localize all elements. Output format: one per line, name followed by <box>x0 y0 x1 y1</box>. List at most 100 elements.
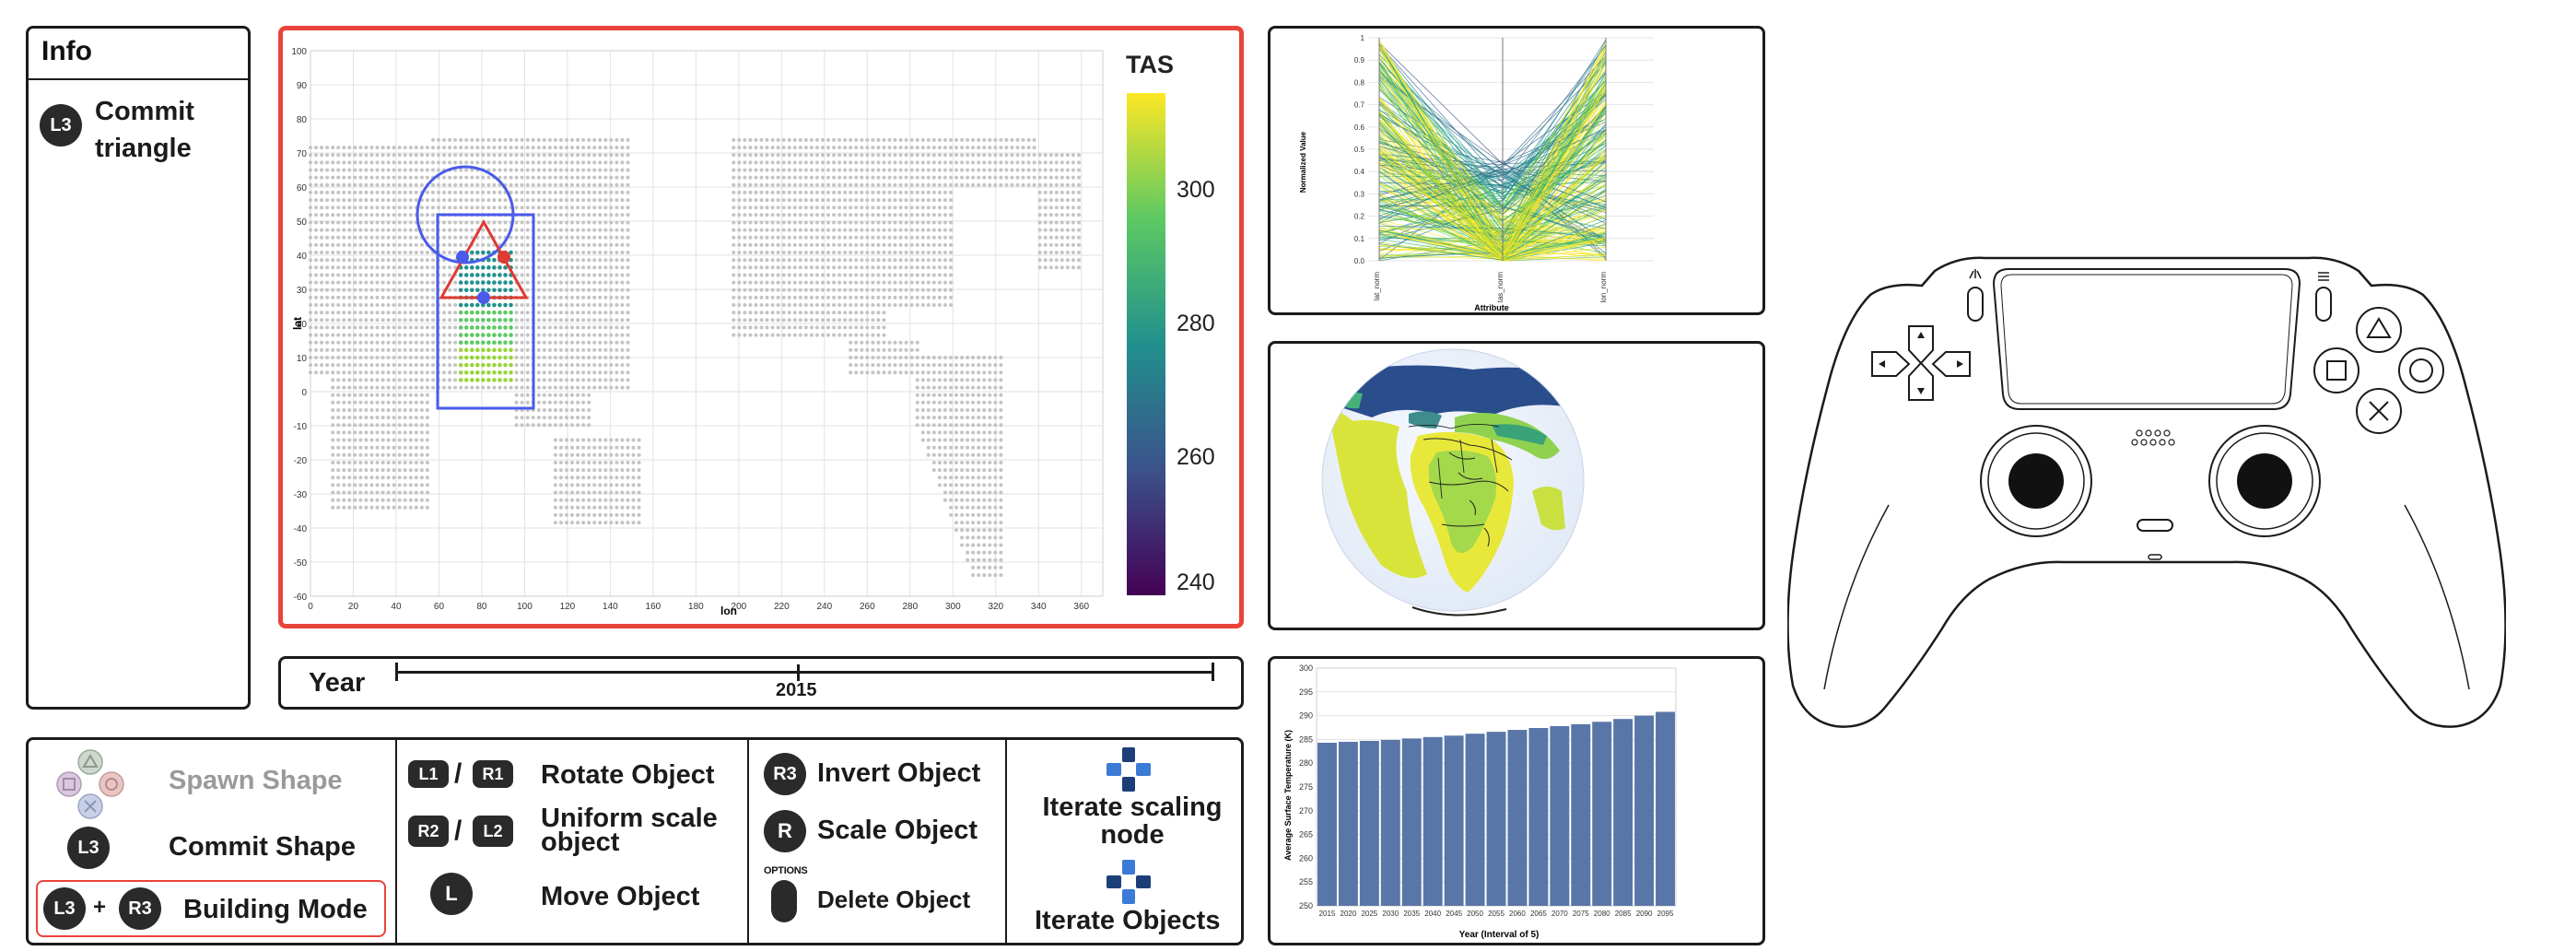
parallel-coordinates-panel[interactable]: 1 0.9 0.8 0.7 0.6 0.5 0.4 0.3 0.2 0.1 0.0 lat_norm… <box>1268 26 1765 315</box>
scatter-point <box>765 235 769 240</box>
scatter-point <box>1015 160 1020 165</box>
scatter-point-selected <box>492 280 497 285</box>
scatter-point <box>581 205 586 210</box>
parallel-y-tick-label: 0.1 <box>1354 235 1365 243</box>
scatter-point <box>1065 182 1070 187</box>
scatter-point <box>392 311 396 315</box>
scatter-point <box>814 168 819 172</box>
scatter-point <box>999 461 1003 464</box>
year-slider-track[interactable] <box>395 671 1213 674</box>
scatter-point <box>732 280 736 285</box>
scatter-point <box>381 325 385 330</box>
scatter-point <box>414 190 418 194</box>
parallel-coordinates-svg[interactable]: 10.90.80.70.60.50.40.30.20.10.0 lat_norm… <box>1270 29 1762 312</box>
selection-rectangle[interactable] <box>436 213 535 410</box>
scatter-point <box>553 137 557 142</box>
scatter-point <box>470 205 474 210</box>
scatter-point <box>514 205 519 210</box>
scatter-point <box>770 190 775 194</box>
scatter-point <box>871 168 875 172</box>
scatter-map-panel[interactable]: -60 -50 -40 -30 -20 -10 0 10 20 30 40 50 60 70 80 90 100… <box>278 26 1244 628</box>
scatter-point <box>971 452 976 457</box>
scatter-point <box>408 505 413 510</box>
scatter-point <box>397 280 402 285</box>
triangle-node-right[interactable] <box>498 251 510 264</box>
scatter-point <box>392 325 396 330</box>
scatter-point <box>615 461 619 464</box>
scatter-point <box>587 356 591 359</box>
scatter-point <box>904 190 908 194</box>
scatter-point <box>843 160 848 165</box>
scatter-point <box>414 175 418 180</box>
scatter-point <box>525 340 530 345</box>
scatter-y-tick-label: -50 <box>294 558 308 569</box>
scatter-point <box>615 146 619 150</box>
scatter-point <box>1032 153 1036 158</box>
scatter-point <box>553 512 557 517</box>
bar-2050 <box>1465 734 1485 906</box>
scatter-point <box>336 228 341 232</box>
scatter-point <box>603 205 608 210</box>
scatter-point <box>425 483 429 487</box>
scatter-point <box>809 160 814 165</box>
scatter-point <box>514 168 519 172</box>
scatter-point <box>626 521 630 525</box>
scatter-point <box>570 295 574 299</box>
scatter-point <box>425 400 429 405</box>
scatter-point <box>926 175 931 180</box>
year-slider-handle[interactable] <box>797 664 800 681</box>
scatter-point <box>954 445 958 450</box>
scatter-point <box>336 146 341 150</box>
scatter-point <box>558 295 563 299</box>
scatter-point <box>860 242 864 247</box>
scatter-point <box>904 198 908 203</box>
scatter-point <box>347 153 352 158</box>
scatter-point <box>615 190 619 194</box>
scatter-point <box>397 363 402 368</box>
scatter-point <box>971 175 976 180</box>
scatter-point <box>375 333 380 337</box>
scatter-point <box>587 242 591 247</box>
scatter-point <box>397 461 402 464</box>
triangle-node-bottom[interactable] <box>477 291 490 304</box>
scatter-point <box>982 137 987 142</box>
scatter-point <box>325 258 330 263</box>
scatter-point <box>542 220 546 225</box>
scatter-point <box>419 483 424 487</box>
globe-panel[interactable] <box>1268 341 1765 630</box>
scatter-point <box>926 378 931 382</box>
scatter-point <box>849 213 853 217</box>
scatter-point <box>871 198 875 203</box>
scatter-point <box>803 213 808 217</box>
bar-chart-panel[interactable]: 250 255 260 265 270 275 280 285 290 295 300 2015 20… <box>1268 656 1765 945</box>
scatter-point <box>364 476 369 480</box>
scatter-point <box>536 347 541 352</box>
scatter-point <box>386 438 391 442</box>
scatter-point <box>425 498 429 502</box>
scatter-point <box>814 182 819 187</box>
scatter-point <box>347 385 352 390</box>
scatter-point <box>860 295 864 299</box>
scatter-point <box>525 190 530 194</box>
scatter-point <box>336 378 341 382</box>
globe-svg[interactable] <box>1270 344 1762 628</box>
scatter-point <box>553 468 557 473</box>
scatter-point <box>915 168 919 172</box>
scatter-point <box>832 235 837 240</box>
scatter-point <box>481 160 486 165</box>
scatter-point <box>536 146 541 150</box>
scatter-point <box>481 205 486 210</box>
scatter-point <box>759 198 764 203</box>
scatter-point <box>542 318 546 323</box>
commit-l3-button-icon: L3 <box>67 827 110 869</box>
year-slider-panel[interactable]: Year 2015 <box>278 656 1244 710</box>
triangle-node-left[interactable] <box>456 251 469 264</box>
scatter-point <box>849 228 853 232</box>
scatter-map-svg[interactable]: -60-50-40-30-20-100102030405060708090100… <box>283 30 1239 624</box>
scatter-y-tick-label: -30 <box>294 490 308 500</box>
scatter-point-selected <box>481 288 486 293</box>
scatter-point <box>620 370 625 375</box>
scatter-point <box>442 333 446 337</box>
scatter-point <box>576 288 580 292</box>
